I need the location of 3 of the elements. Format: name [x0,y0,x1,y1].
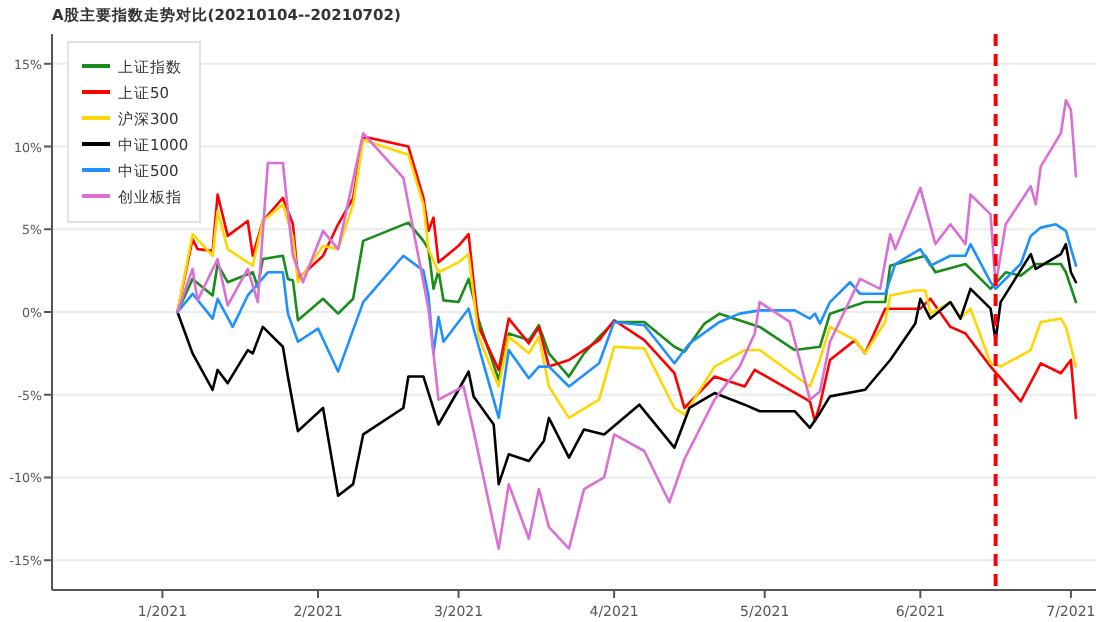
line-series [176,242,1078,497]
line-series [176,223,1078,420]
line-series [176,221,1078,382]
